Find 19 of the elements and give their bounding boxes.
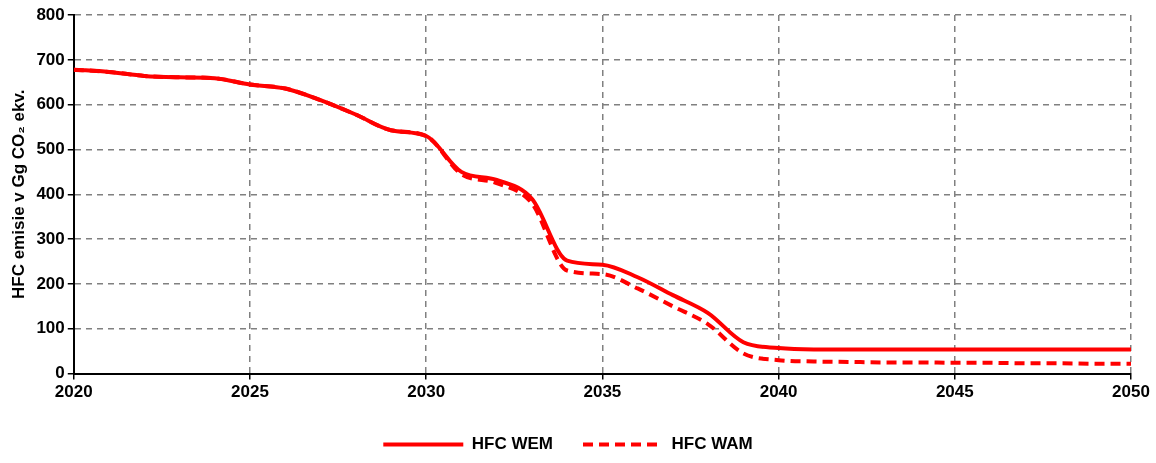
- x-tick-label: 2025: [231, 382, 269, 402]
- x-tick-label: 2050: [1112, 382, 1150, 402]
- y-tick-label: 0: [55, 363, 65, 383]
- y-tick-label: 500: [36, 139, 65, 159]
- x-tick-label: 2020: [54, 382, 93, 402]
- y-tick-label: 300: [36, 228, 65, 248]
- y-tick-label: 100: [36, 318, 65, 338]
- x-tick-label: 2040: [759, 382, 798, 402]
- y-tick-label: 200: [36, 273, 65, 293]
- x-tick-label: 2035: [583, 382, 622, 402]
- y-tick-label: 700: [36, 49, 65, 69]
- y-axis-title: HFC emisie v Gg CO₂ ekv.: [8, 89, 28, 300]
- x-tick-label: 2045: [935, 382, 974, 402]
- x-tick-label: 2030: [407, 382, 446, 402]
- y-tick-label: 800: [36, 4, 65, 24]
- legend-label: HFC WAM: [671, 434, 753, 454]
- y-tick-label: 600: [36, 94, 65, 114]
- y-tick-label: 400: [36, 183, 65, 203]
- legend-label: HFC WEM: [471, 434, 554, 454]
